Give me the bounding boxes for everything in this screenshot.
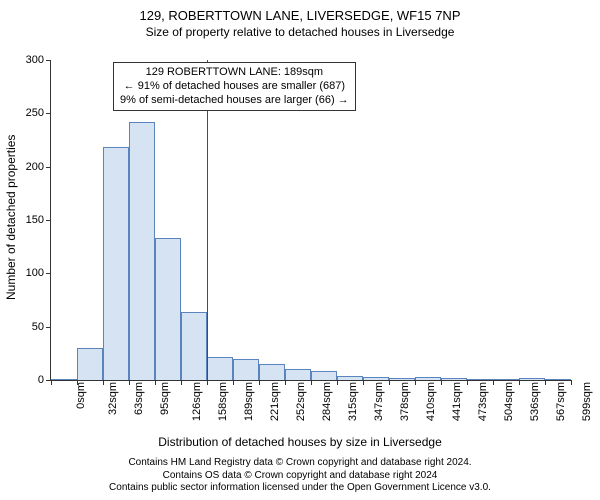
x-tick bbox=[285, 380, 286, 385]
histogram-bar bbox=[545, 379, 571, 380]
histogram-bar bbox=[363, 377, 389, 380]
x-tick-label: 95sqm bbox=[159, 382, 171, 415]
footer-line: Contains public sector information licen… bbox=[0, 482, 600, 495]
x-tick-label: 504sqm bbox=[503, 382, 515, 421]
x-tick-label: 189sqm bbox=[243, 382, 255, 421]
y-tick bbox=[46, 327, 51, 328]
x-tick bbox=[415, 380, 416, 385]
x-tick bbox=[519, 380, 520, 385]
chart-subtitle: Size of property relative to detached ho… bbox=[0, 25, 600, 39]
y-tick-label: 0 bbox=[38, 374, 44, 386]
x-tick bbox=[51, 380, 52, 385]
x-tick-label: 410sqm bbox=[425, 382, 437, 421]
histogram-bar bbox=[103, 147, 129, 380]
y-tick bbox=[46, 273, 51, 274]
y-tick-label: 50 bbox=[32, 321, 44, 333]
x-tick bbox=[129, 380, 130, 385]
histogram-bar bbox=[467, 379, 493, 380]
x-tick bbox=[467, 380, 468, 385]
x-tick-label: 284sqm bbox=[321, 382, 333, 421]
x-tick-label: 536sqm bbox=[529, 382, 541, 421]
x-tick-label: 473sqm bbox=[477, 382, 489, 421]
x-tick bbox=[389, 380, 390, 385]
x-tick-label: 567sqm bbox=[555, 382, 567, 421]
x-tick-label: 158sqm bbox=[217, 382, 229, 421]
histogram-bar bbox=[233, 359, 259, 380]
footer-attribution: Contains HM Land Registry data © Crown c… bbox=[0, 457, 600, 495]
x-tick bbox=[181, 380, 182, 385]
x-tick bbox=[493, 380, 494, 385]
histogram-bar bbox=[311, 371, 337, 380]
x-axis-label: Distribution of detached houses by size … bbox=[0, 435, 600, 449]
x-tick-label: 0sqm bbox=[75, 382, 87, 409]
chart-container: 129, ROBERTTOWN LANE, LIVERSEDGE, WF15 7… bbox=[0, 0, 600, 500]
y-tick-label: 200 bbox=[26, 161, 44, 173]
x-tick bbox=[337, 380, 338, 385]
plot-area: 0501001502002503000sqm32sqm63sqm95sqm126… bbox=[50, 60, 571, 381]
x-tick bbox=[571, 380, 572, 385]
histogram-bar bbox=[181, 312, 207, 380]
y-tick-label: 150 bbox=[26, 214, 44, 226]
footer-line: Contains HM Land Registry data © Crown c… bbox=[0, 457, 600, 470]
annotation-line: 129 ROBERTTOWN LANE: 189sqm bbox=[120, 66, 349, 80]
x-tick bbox=[77, 380, 78, 385]
x-tick bbox=[155, 380, 156, 385]
y-tick-label: 100 bbox=[26, 267, 44, 279]
x-tick-label: 32sqm bbox=[107, 382, 119, 415]
x-tick bbox=[441, 380, 442, 385]
histogram-bar bbox=[337, 376, 363, 380]
histogram-bar bbox=[207, 357, 233, 380]
chart-title: 129, ROBERTTOWN LANE, LIVERSEDGE, WF15 7… bbox=[0, 8, 600, 23]
x-tick bbox=[233, 380, 234, 385]
x-tick-label: 221sqm bbox=[269, 382, 281, 421]
histogram-bar bbox=[77, 348, 103, 380]
y-tick-label: 300 bbox=[26, 54, 44, 66]
x-tick-label: 252sqm bbox=[295, 382, 307, 421]
histogram-bar bbox=[519, 378, 545, 380]
x-tick-label: 126sqm bbox=[191, 382, 203, 421]
histogram-bar bbox=[415, 377, 441, 380]
x-tick bbox=[311, 380, 312, 385]
histogram-bar bbox=[493, 379, 519, 380]
y-tick bbox=[46, 113, 51, 114]
x-tick-label: 599sqm bbox=[581, 382, 593, 421]
y-tick bbox=[46, 220, 51, 221]
y-tick bbox=[46, 60, 51, 61]
histogram-bar bbox=[389, 378, 415, 380]
x-tick bbox=[103, 380, 104, 385]
annotation-line: 9% of semi-detached houses are larger (6… bbox=[120, 94, 349, 108]
x-tick-label: 441sqm bbox=[451, 382, 463, 421]
y-tick bbox=[46, 167, 51, 168]
x-tick-label: 378sqm bbox=[399, 382, 411, 421]
annotation-box: 129 ROBERTTOWN LANE: 189sqm← 91% of deta… bbox=[113, 62, 356, 111]
x-tick bbox=[207, 380, 208, 385]
histogram-bar bbox=[129, 122, 155, 380]
footer-line: Contains OS data © Crown copyright and d… bbox=[0, 470, 600, 483]
y-axis-label: Number of detached properties bbox=[4, 135, 18, 300]
histogram-bar bbox=[155, 238, 181, 380]
x-tick-label: 315sqm bbox=[347, 382, 359, 421]
histogram-bar bbox=[441, 378, 467, 380]
x-tick bbox=[363, 380, 364, 385]
x-tick-label: 347sqm bbox=[373, 382, 385, 421]
x-tick bbox=[545, 380, 546, 385]
y-tick-label: 250 bbox=[26, 107, 44, 119]
x-tick-label: 63sqm bbox=[133, 382, 145, 415]
histogram-bar bbox=[259, 364, 285, 380]
x-tick bbox=[259, 380, 260, 385]
histogram-bar bbox=[285, 369, 311, 380]
annotation-line: ← 91% of detached houses are smaller (68… bbox=[120, 80, 349, 94]
histogram-bar bbox=[51, 379, 77, 380]
